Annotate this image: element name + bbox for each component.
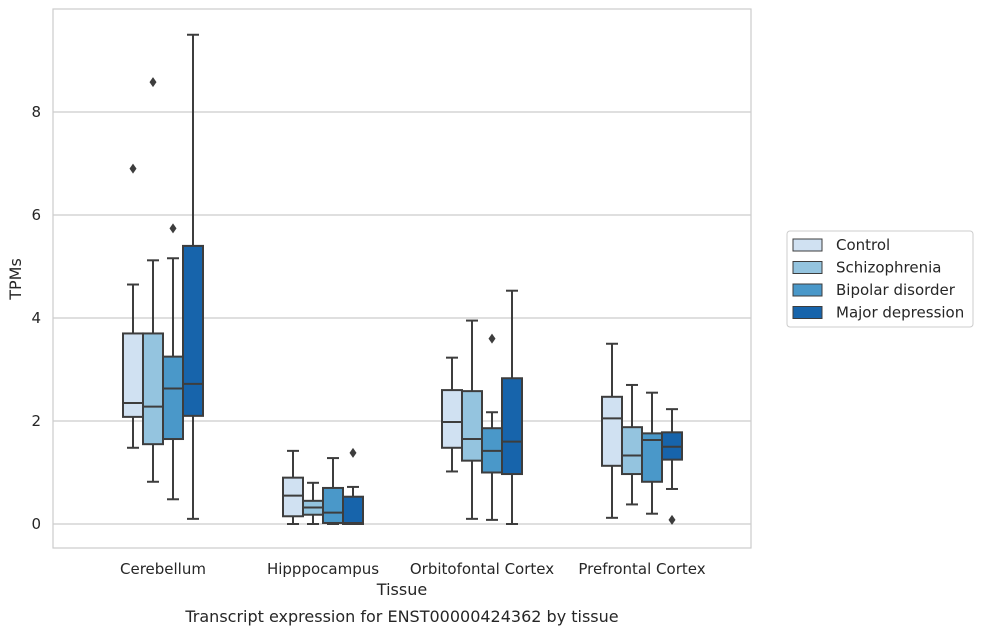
y-tick-labels: 0 2 4 6 8 bbox=[31, 103, 41, 533]
legend-swatch bbox=[792, 261, 823, 274]
legend-label: Schizophrenia bbox=[836, 259, 941, 277]
box-bipolar-disorder bbox=[162, 223, 184, 501]
x-tick-label: Prefrontal Cortex bbox=[578, 560, 705, 578]
iqr-box bbox=[441, 389, 463, 449]
iqr-box bbox=[162, 355, 184, 441]
outlier-point bbox=[149, 77, 157, 88]
y-tick-label: 4 bbox=[31, 309, 41, 327]
legend: Control Schizophrenia Bipolar disorder Majo… bbox=[786, 230, 974, 328]
outlier-point bbox=[668, 514, 676, 525]
x-tick-labels: Cerebellum Hipppocampus Orbitofontal Corte… bbox=[120, 560, 706, 578]
iqr-box bbox=[182, 244, 204, 417]
box-major-depression bbox=[342, 447, 364, 525]
box-schizophrenia bbox=[461, 319, 483, 520]
outlier-point bbox=[129, 163, 137, 174]
outlier-point bbox=[488, 333, 496, 344]
box-bipolar-disorder bbox=[322, 457, 344, 525]
legend-frame bbox=[786, 230, 974, 328]
y-axis-label: TPMs bbox=[6, 258, 25, 301]
legend-label: Control bbox=[836, 236, 890, 254]
iqr-box bbox=[142, 332, 164, 446]
legend-label: Major depression bbox=[836, 304, 964, 322]
iqr-box bbox=[122, 332, 144, 418]
x-tick-label: Cerebellum bbox=[120, 560, 206, 578]
legend-swatch bbox=[792, 306, 823, 319]
y-tick-label: 2 bbox=[31, 412, 41, 430]
x-tick-label: Orbitofontal Cortex bbox=[410, 560, 554, 578]
outlier-point bbox=[169, 223, 177, 234]
box-control bbox=[282, 449, 304, 525]
box-major-depression bbox=[661, 408, 683, 525]
iqr-box bbox=[621, 426, 643, 476]
iqr-box bbox=[601, 395, 623, 467]
box-control bbox=[122, 163, 144, 449]
y-tick-label: 8 bbox=[31, 103, 41, 121]
iqr-box bbox=[322, 486, 344, 524]
iqr-box bbox=[501, 377, 523, 476]
box-schizophrenia bbox=[142, 77, 164, 483]
iqr-box bbox=[282, 476, 304, 518]
box-schizophrenia bbox=[302, 481, 324, 525]
legend-swatch bbox=[792, 238, 823, 252]
iqr-box bbox=[461, 390, 483, 462]
box-bipolar-disorder bbox=[641, 391, 663, 515]
y-tick-label: 0 bbox=[31, 515, 41, 533]
box-control bbox=[441, 356, 463, 473]
box-major-depression bbox=[182, 33, 204, 520]
x-tick-label: Hipppocampus bbox=[267, 560, 379, 578]
y-tick-label: 6 bbox=[31, 206, 41, 224]
iqr-box bbox=[342, 495, 364, 525]
chart-caption: Transcript expression for ENST0000042436… bbox=[184, 607, 618, 626]
box-schizophrenia bbox=[621, 383, 643, 506]
boxes-layer bbox=[122, 33, 683, 525]
legend-swatch bbox=[792, 283, 823, 297]
x-axis-label: Tissue bbox=[376, 580, 427, 599]
legend-label: Bipolar disorder bbox=[836, 281, 956, 299]
box-major-depression bbox=[501, 289, 523, 525]
outlier-point bbox=[349, 447, 357, 458]
